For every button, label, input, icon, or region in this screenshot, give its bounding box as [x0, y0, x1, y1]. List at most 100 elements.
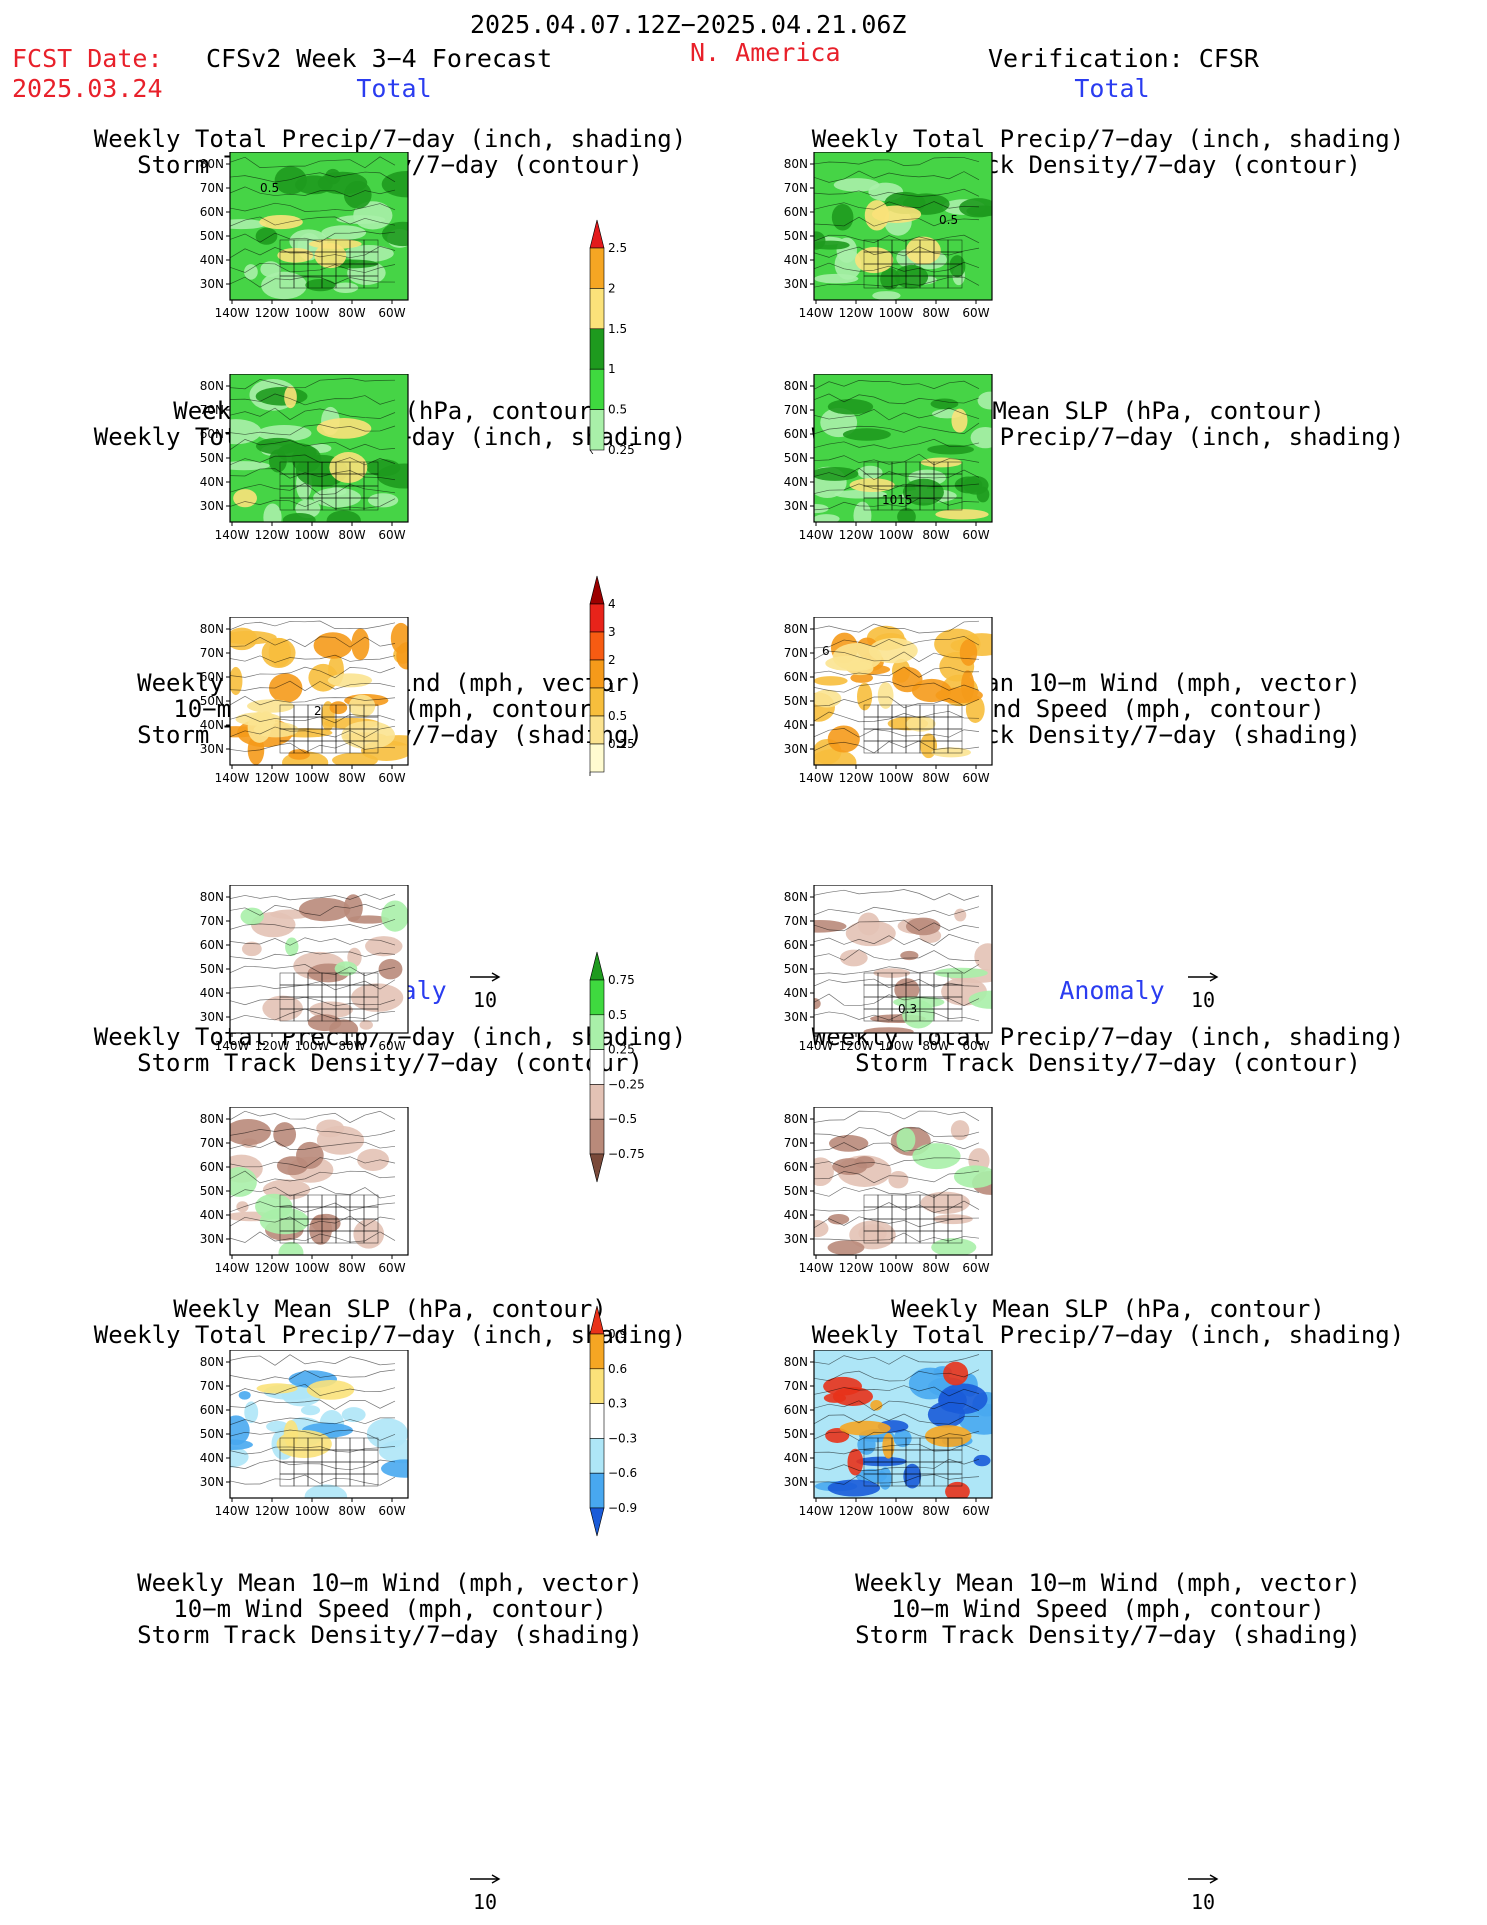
- lat-tick-label: 30N: [200, 499, 224, 513]
- vector-scale-fcst-total: 10: [468, 964, 502, 1012]
- colorbar-label: 0.5: [608, 709, 627, 723]
- colorbar-swatch: [589, 1049, 605, 1085]
- lon-tick-label: 100W: [295, 1504, 330, 1518]
- lat-tick-label: 30N: [784, 277, 808, 291]
- lon-tick-label: 80W: [338, 771, 365, 785]
- lat-tick-label: 50N: [200, 451, 224, 465]
- title-line: 10−m Wind Speed (mph, contour): [173, 1595, 607, 1623]
- lat-tick-label: 60N: [200, 1403, 224, 1417]
- lon-tick-label: 60W: [378, 528, 405, 542]
- product-title: CFSv2 Week 3−4 Forecast: [206, 44, 553, 73]
- map-fcst-precip-total: 80N 70N 60N 50N 40N 30N 140W 120W 100W 80W 60W 0.5: [190, 151, 430, 326]
- map-ver-wind-total: 80N 70N 60N 50N 40N 30N 140W 120W 100W 80W 60W 6: [774, 616, 1014, 791]
- colorbar-label: 0.75: [608, 973, 635, 987]
- lat-tick-label: 30N: [784, 1475, 808, 1489]
- lat-tick-label: 80N: [200, 890, 224, 904]
- colorbar-swatch: [589, 659, 605, 689]
- map-field: [230, 374, 408, 522]
- lon-tick-label: 80W: [338, 1504, 365, 1518]
- colorbar-label: 0.6: [608, 1362, 627, 1376]
- lon-tick-label: 120W: [255, 1039, 290, 1053]
- colorbar-label: 2: [608, 281, 616, 295]
- lon-tick-label: 100W: [295, 1039, 330, 1053]
- lon-tick-label: 140W: [799, 771, 834, 785]
- lon-tick-label: 100W: [879, 306, 914, 320]
- title-line: Weekly Mean SLP (hPa, contour): [891, 1295, 1325, 1323]
- title-line: 10−m Wind Speed (mph, contour): [891, 1595, 1325, 1623]
- lon-tick-label: 80W: [922, 306, 949, 320]
- colorbar-label: 3: [608, 625, 616, 639]
- title-ver-slp-anom: Weekly Mean SLP (hPa, contour) Weekly To…: [812, 1296, 1404, 1348]
- lon-tick-label: 120W: [839, 1504, 874, 1518]
- colorbar-svg: 0.75 0.5 0.25 −0.25 −0.5 −0.75: [589, 951, 645, 1183]
- lon-tick-label: 140W: [215, 306, 250, 320]
- vector-arrow-icon: [1188, 972, 1219, 982]
- map-ver-precip-total: 80N 70N 60N 50N 40N 30N 140W 120W 100W 80W 60W 0.5: [774, 151, 1014, 326]
- map-field: [814, 885, 992, 1033]
- lat-tick-label: 60N: [200, 670, 224, 684]
- colorbar-precip_total: 2.5 2 1.5 1 0.5 0.25: [580, 218, 650, 481]
- contour-label: 6: [822, 644, 830, 658]
- lat-tick-label: 50N: [200, 962, 224, 976]
- lat-tick-label: 50N: [200, 1427, 224, 1441]
- lat-tick-label: 70N: [200, 181, 224, 195]
- lon-tick-label: 100W: [295, 1261, 330, 1275]
- colorbar-swatch: [589, 687, 605, 717]
- map-svg: 80N 70N 60N 50N 40N 30N 140W 120W 100W 80W 60W 2: [200, 616, 409, 785]
- lat-tick-label: 70N: [784, 181, 808, 195]
- map-field: [814, 152, 992, 300]
- vector-scale-ver-anom: 10: [1186, 1866, 1220, 1914]
- colorbar-precip_anom: 0.75 0.5 0.25 −0.25 −0.5 −0.75: [580, 950, 650, 1190]
- colorbar-label: 1: [608, 681, 616, 695]
- lon-tick-label: 100W: [295, 771, 330, 785]
- lon-tick-label: 60W: [962, 306, 989, 320]
- title-line: Storm Track Density/7−day (contour): [137, 1049, 643, 1077]
- lat-tick-label: 70N: [784, 1136, 808, 1150]
- lat-tick-label: 70N: [200, 1136, 224, 1150]
- lat-tick-label: 60N: [784, 670, 808, 684]
- map-svg: 80N 70N 60N 50N 40N 30N 140W 120W 100W 80W 60W 1015: [784, 373, 993, 542]
- map-field: [230, 885, 408, 1033]
- lon-tick-label: 140W: [215, 1039, 250, 1053]
- map-svg: 80N 70N 60N 50N 40N 30N 140W 120W 100W 80W 60W: [200, 373, 409, 542]
- colorbar-swatch: [589, 1472, 605, 1509]
- map-field: [814, 617, 992, 765]
- lat-tick-label: 80N: [200, 1355, 224, 1369]
- verification-title: Verification: CFSR: [988, 44, 1259, 73]
- map-field: [230, 617, 408, 765]
- title-ver-precip-anom: Weekly Total Precip/7−day (inch, shading…: [812, 1024, 1404, 1076]
- lat-tick-label: 40N: [784, 475, 808, 489]
- lon-tick-label: 100W: [879, 528, 914, 542]
- map-fcst-slp-total: 80N 70N 60N 50N 40N 30N 140W 120W 100W 80W 60W: [190, 373, 430, 548]
- colorbar-svg: 2.5 2 1.5 1 0.5 0.25: [589, 219, 635, 481]
- lat-tick-label: 80N: [784, 1112, 808, 1126]
- vector-arrow-icon: [470, 1874, 501, 1884]
- map-field: [814, 374, 992, 522]
- lat-tick-label: 80N: [784, 622, 808, 636]
- title-line: Weekly Total Precip/7−day (inch, shading…: [811, 1321, 1405, 1349]
- lat-tick-label: 70N: [784, 403, 808, 417]
- lat-tick-label: 80N: [784, 379, 808, 393]
- colorbar-label: 2.5: [608, 241, 627, 255]
- lon-tick-label: 60W: [962, 528, 989, 542]
- lon-tick-label: 60W: [962, 1261, 989, 1275]
- lat-tick-label: 60N: [784, 205, 808, 219]
- section-total-left: Total: [356, 74, 432, 103]
- lat-tick-label: 30N: [784, 499, 808, 513]
- lat-tick-label: 70N: [200, 403, 224, 417]
- contour-label: 0.5: [260, 181, 279, 195]
- lat-tick-label: 60N: [200, 1160, 224, 1174]
- colorbar-label: 0.25: [608, 737, 635, 751]
- title-line: Weekly Mean 10−m Wind (mph, vector): [855, 1569, 1361, 1597]
- lat-tick-label: 70N: [784, 914, 808, 928]
- vector-scale-fcst-anom: 10: [468, 1866, 502, 1914]
- colorbar-label: 1: [608, 362, 616, 376]
- title-line: Weekly Mean SLP (hPa, contour): [173, 1295, 607, 1323]
- lat-tick-label: 70N: [784, 1379, 808, 1393]
- map-svg: 80N 70N 60N 50N 40N 30N 140W 120W 100W 80W 60W: [784, 1349, 993, 1518]
- lat-tick-label: 80N: [200, 1112, 224, 1126]
- lat-tick-label: 80N: [200, 379, 224, 393]
- map-svg: 80N 70N 60N 50N 40N 30N 140W 120W 100W 80W 60W: [200, 1106, 409, 1275]
- vector-arrow-icon: [470, 972, 501, 982]
- lon-tick-label: 140W: [215, 1261, 250, 1275]
